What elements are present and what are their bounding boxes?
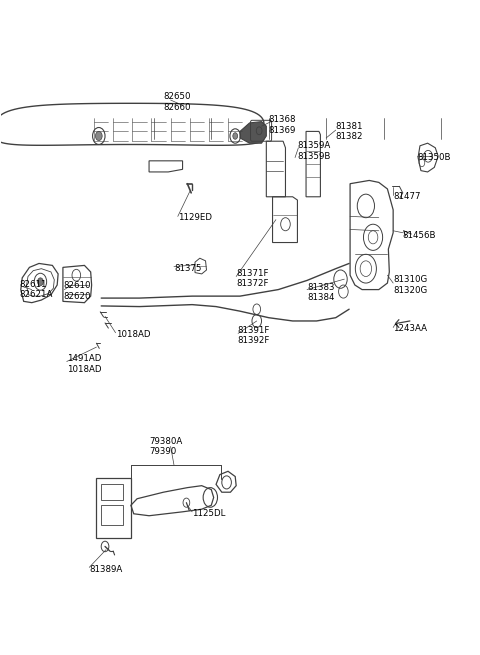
Circle shape bbox=[37, 278, 43, 286]
Text: 81310G
81320G: 81310G 81320G bbox=[393, 275, 427, 295]
Text: 1243AA: 1243AA bbox=[393, 324, 427, 333]
Circle shape bbox=[96, 132, 102, 141]
Text: 81368
81369: 81368 81369 bbox=[269, 115, 296, 134]
Text: 1491AD
1018AD: 1491AD 1018AD bbox=[67, 354, 101, 374]
Text: 81375: 81375 bbox=[174, 264, 202, 273]
Text: 82650
82660: 82650 82660 bbox=[163, 92, 191, 112]
Text: 81371F
81372F: 81371F 81372F bbox=[236, 269, 269, 288]
Text: 81359A
81359B: 81359A 81359B bbox=[298, 141, 331, 160]
Text: 1125DL: 1125DL bbox=[192, 510, 226, 518]
Text: 82610
82620: 82610 82620 bbox=[64, 281, 91, 301]
Text: 81477: 81477 bbox=[393, 193, 420, 201]
Circle shape bbox=[233, 133, 238, 140]
Text: 81350B: 81350B bbox=[417, 153, 451, 162]
Text: 81383
81384: 81383 81384 bbox=[307, 282, 335, 302]
Text: 1129ED: 1129ED bbox=[178, 213, 212, 222]
Text: 79380A
79390: 79380A 79390 bbox=[149, 437, 182, 456]
Text: 81381
81382: 81381 81382 bbox=[336, 122, 363, 141]
Text: 1018AD: 1018AD bbox=[116, 329, 150, 339]
Text: 82611
82621A: 82611 82621A bbox=[20, 280, 53, 299]
Text: 81389A: 81389A bbox=[89, 565, 122, 574]
Text: 81391F
81392F: 81391F 81392F bbox=[238, 326, 270, 345]
Polygon shape bbox=[240, 122, 266, 143]
Text: 81456B: 81456B bbox=[403, 231, 436, 240]
